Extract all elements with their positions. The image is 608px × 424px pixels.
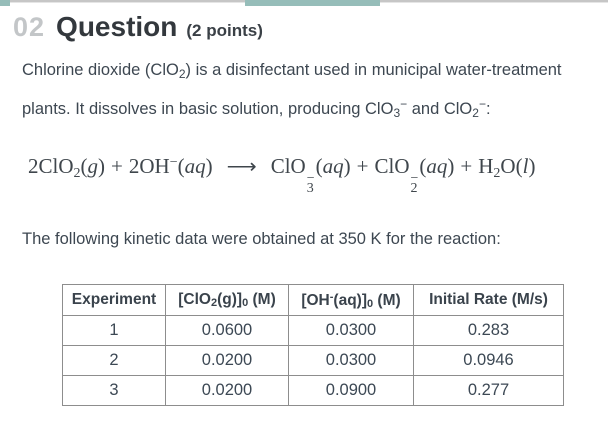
column-header-oh: [OH-(aq)]0 (M) xyxy=(288,284,414,317)
intro-line-1: Chlorine dioxide (ClO2) is a disinfectan… xyxy=(22,61,562,81)
kinetics-data-table: Experiment [ClO2(g)]0 (M) [OH-(aq)]0 (M)… xyxy=(62,284,564,407)
clo2-charge-stack: −2 xyxy=(410,171,419,197)
table-cell: 0.0200 xyxy=(165,345,289,377)
table-header-row: Experiment [ClO2(g)]0 (M) [OH-(aq)]0 (M)… xyxy=(62,284,564,317)
kinetics-table-body: 1 0.0600 0.0300 0.283 2 0.0200 0.0300 0.0946 3 0.… xyxy=(62,315,564,407)
table-cell: 2 xyxy=(62,345,166,377)
table-cell: 0.0946 xyxy=(413,345,564,377)
intro-line-2: plants. It dissolves in basic solution, … xyxy=(22,97,491,120)
table-cell: 0.277 xyxy=(413,375,564,407)
progress-bar xyxy=(0,0,608,8)
question-title: Question xyxy=(56,11,178,42)
table-cell: 0.0200 xyxy=(165,375,289,407)
question-header: 02 Question (2 points) xyxy=(13,11,608,43)
table-cell: 1 xyxy=(62,315,166,347)
table-cell: 0.0600 xyxy=(165,315,289,347)
table-cell: 3 xyxy=(62,375,166,407)
progress-segment-current xyxy=(245,0,380,6)
column-header-initial-rate: Initial Rate (M/s) xyxy=(413,284,564,317)
chemical-equation: 2ClO2(g) +2OH−(aq) ⟶ ClO −3 (aq) + ClO −2 (aq) + H2… xyxy=(28,154,536,197)
reaction-arrow: ⟶ xyxy=(226,154,257,178)
table-cell: 0.0300 xyxy=(288,315,414,347)
table-cell: 0.283 xyxy=(413,315,564,347)
table-cell: 0.0900 xyxy=(288,375,414,407)
table-row: 3 0.0200 0.0900 0.277 xyxy=(62,375,564,407)
table-cell: 0.0300 xyxy=(288,345,414,377)
kinetic-data-sentence: The following kinetic data were obtained… xyxy=(22,230,501,249)
column-header-clo2: [ClO2(g)]0 (M) xyxy=(165,284,289,317)
question-intro-paragraph: Chlorine dioxide (ClO2) is a disinfectan… xyxy=(22,55,586,128)
question-points: (2 points) xyxy=(186,21,263,40)
table-row: 1 0.0600 0.0300 0.283 xyxy=(62,315,564,347)
progress-segment-left xyxy=(0,0,10,6)
table-row: 2 0.0200 0.0300 0.0946 xyxy=(62,345,564,377)
column-header-experiment: Experiment xyxy=(62,284,166,317)
clo3-charge-stack: −3 xyxy=(306,171,315,197)
question-number: 02 xyxy=(13,12,46,42)
